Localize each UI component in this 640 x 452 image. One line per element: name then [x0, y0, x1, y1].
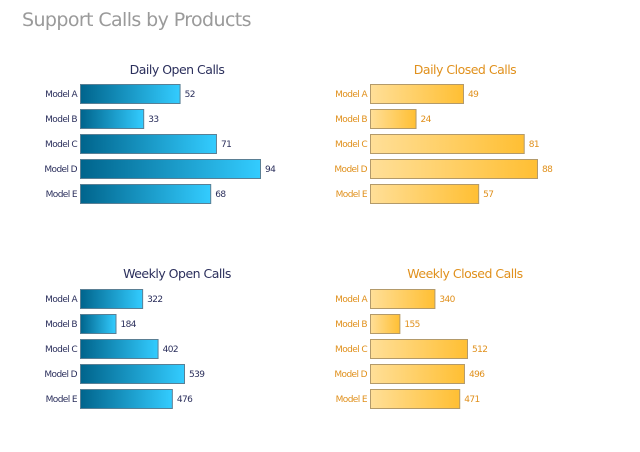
chart-title: Daily Closed Calls — [414, 62, 516, 77]
category-label-model-b: Model B — [45, 320, 77, 330]
category-label-model-d: Model D — [334, 370, 367, 380]
bar-model-b — [370, 109, 417, 129]
chart-weekly-closed-calls: Weekly Closed Calls Model A 340 Model B 155 M… — [334, 266, 523, 409]
category-label-model-e: Model E — [336, 190, 368, 200]
category-label-model-c: Model C — [335, 345, 367, 355]
value-label-model-c: 402 — [163, 345, 178, 355]
value-label-model-c: 81 — [529, 140, 539, 150]
value-label-model-b: 33 — [148, 115, 158, 125]
category-label-model-a: Model A — [45, 295, 78, 305]
value-label-model-b: 155 — [404, 320, 419, 330]
bar-model-b — [80, 314, 117, 334]
category-label-model-b: Model B — [335, 115, 367, 125]
bar-model-b — [80, 109, 145, 129]
value-label-model-e: 68 — [215, 190, 226, 200]
bar-model-a — [80, 289, 144, 309]
category-label-model-c: Model C — [45, 140, 77, 150]
chart-title: Weekly Closed Calls — [407, 266, 522, 281]
category-label-model-b: Model B — [335, 320, 367, 330]
value-label-model-a: 340 — [439, 295, 455, 305]
value-label-model-d: 539 — [189, 370, 205, 380]
bar-model-c — [80, 134, 217, 154]
bar-model-b — [370, 314, 401, 334]
bar-model-a — [80, 84, 181, 104]
chart-daily-closed-calls: Daily Closed Calls Model A 49 Model B 24 Mode… — [334, 62, 554, 204]
value-label-model-d: 88 — [542, 165, 553, 175]
chart-weekly-open-calls: Weekly Open Calls Model A 322 Model B 184 Mod… — [44, 266, 231, 409]
value-label-model-e: 476 — [177, 395, 193, 405]
value-label-model-d: 94 — [265, 165, 276, 175]
bar-model-d — [80, 159, 261, 179]
bar-model-e — [370, 184, 480, 204]
value-label-model-a: 52 — [185, 90, 195, 100]
category-label-model-a: Model A — [335, 90, 368, 100]
chart-title: Weekly Open Calls — [123, 266, 231, 281]
value-label-model-d: 496 — [469, 370, 485, 380]
value-label-model-c: 512 — [472, 345, 487, 355]
chart-title: Daily Open Calls — [130, 62, 225, 77]
category-label-model-a: Model A — [45, 90, 78, 100]
category-label-model-c: Model C — [45, 345, 77, 355]
category-label-model-c: Model C — [335, 140, 367, 150]
category-label-model-d: Model D — [44, 165, 77, 175]
category-label-model-d: Model D — [44, 370, 77, 380]
category-label-model-e: Model E — [46, 395, 78, 405]
value-label-model-a: 322 — [147, 295, 162, 305]
bar-model-e — [80, 389, 173, 409]
bar-model-c — [370, 339, 468, 359]
bar-model-d — [80, 364, 185, 384]
value-label-model-a: 49 — [468, 90, 479, 100]
category-label-model-a: Model A — [335, 295, 368, 305]
bar-model-a — [370, 289, 436, 309]
value-label-model-e: 471 — [464, 395, 479, 405]
category-label-model-d: Model D — [334, 165, 367, 175]
bar-model-d — [370, 364, 465, 384]
category-label-model-e: Model E — [46, 190, 78, 200]
bar-model-c — [80, 339, 159, 359]
category-label-model-b: Model B — [45, 115, 77, 125]
bar-model-d — [370, 159, 538, 179]
value-label-model-c: 71 — [221, 140, 231, 150]
category-label-model-e: Model E — [336, 395, 368, 405]
bar-model-a — [370, 84, 464, 104]
bar-model-e — [370, 389, 461, 409]
bar-model-c — [370, 134, 525, 154]
value-label-model-b: 24 — [421, 115, 432, 125]
chart-daily-open-calls: Daily Open Calls Model A 52 Model B 33 Model … — [44, 62, 277, 204]
value-label-model-e: 57 — [483, 190, 493, 200]
bar-model-e — [80, 184, 212, 204]
value-label-model-b: 184 — [121, 320, 137, 330]
main-title: Support Calls by Products — [22, 9, 252, 31]
